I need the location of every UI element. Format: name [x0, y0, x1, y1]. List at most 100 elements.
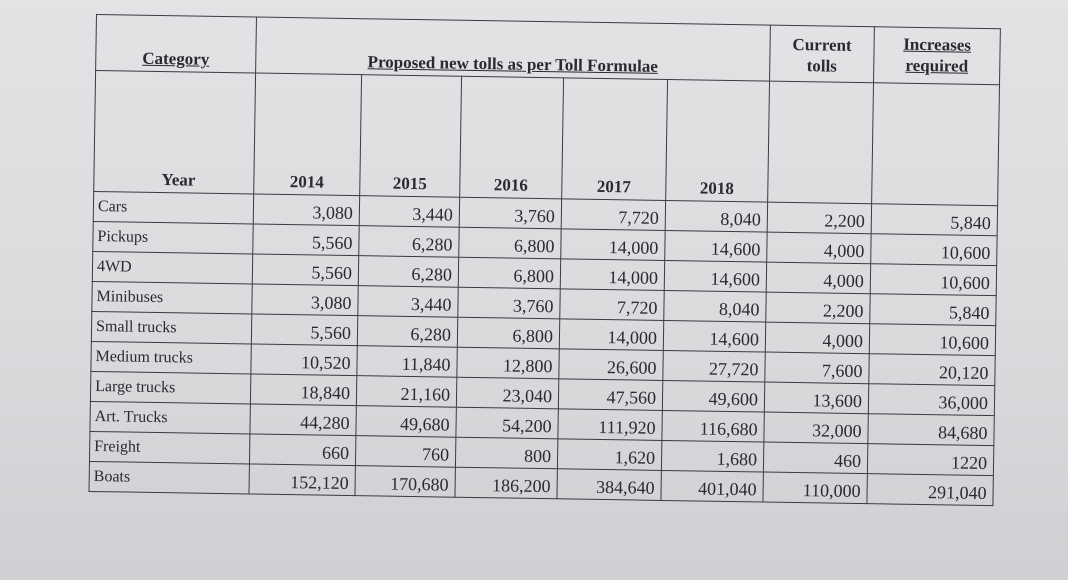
category-cell: Minibuses: [91, 281, 253, 314]
toll-cell-value: 44,280: [299, 412, 350, 434]
toll-cell: 1,620: [557, 438, 662, 471]
category-cell: Medium trucks: [90, 341, 252, 374]
toll-cell-value: 10,520: [300, 352, 351, 374]
current-tolls-header-line1: Current: [792, 34, 852, 55]
toll-cell: 760: [355, 435, 456, 468]
increase-cell: 84,680: [867, 413, 995, 446]
toll-cell: 401,040: [660, 470, 764, 503]
increase-cell-value: 1220: [950, 452, 988, 474]
toll-cell-value: 6,280: [411, 263, 453, 285]
current-toll-cell: 4,000: [766, 262, 871, 294]
toll-cell: 6,800: [458, 227, 562, 259]
toll-cell-value: 3,760: [512, 295, 554, 317]
toll-cell: 8,040: [665, 200, 768, 233]
toll-cell: 6,800: [458, 257, 561, 289]
current-toll-cell: 2,200: [767, 202, 872, 234]
current-toll-cell: 460: [763, 442, 868, 474]
toll-cell-value: 54,200: [501, 415, 552, 437]
toll-cell: 3,080: [251, 283, 359, 316]
current-toll-cell: 7,600: [764, 352, 870, 384]
toll-cell-value: 3,440: [410, 293, 452, 315]
toll-cell: 3,760: [457, 287, 561, 319]
toll-cell: 44,280: [249, 403, 357, 436]
toll-cell-value: 6,280: [411, 233, 453, 255]
category-cell: Cars: [93, 191, 254, 224]
toll-cell: 186,200: [454, 467, 558, 499]
toll-cell: 5,560: [251, 313, 358, 346]
current-toll-cell-value: 4,000: [823, 270, 865, 292]
toll-cell-value: 6,280: [410, 323, 452, 345]
toll-cell-value: 3,440: [412, 203, 454, 225]
toll-cell: 27,720: [662, 350, 766, 383]
toll-cell-value: 3,760: [514, 205, 556, 227]
category-cell: Small trucks: [91, 311, 252, 344]
toll-cell: 18,840: [250, 373, 357, 406]
increase-cell: 10,600: [870, 233, 998, 266]
toll-cell-value: 5,560: [311, 232, 353, 254]
current-toll-cell: 4,000: [765, 322, 870, 354]
toll-cell: 170,680: [354, 465, 456, 498]
toll-cell: 10,520: [250, 343, 358, 376]
increase-cell-value: 20,120: [938, 362, 989, 384]
toll-cell: 6,280: [358, 225, 460, 258]
toll-cell: 14,600: [664, 230, 768, 263]
toll-cell: 152,120: [248, 463, 356, 496]
toll-cell: 54,200: [455, 407, 559, 439]
current-toll-cell: 4,000: [766, 232, 872, 264]
current-toll-cell-value: 32,000: [811, 420, 862, 442]
toll-cell-value: 6,800: [513, 265, 555, 287]
increase-cell-value: 291,040: [927, 482, 987, 504]
category-header: Category: [95, 14, 257, 74]
increase-cell-value: 10,600: [940, 272, 991, 294]
increases-header-line2: required: [905, 55, 969, 76]
toll-table: Category Proposed new tolls as per Toll …: [88, 14, 1001, 506]
toll-cell: 26,600: [558, 348, 664, 381]
toll-cell: 660: [249, 433, 356, 466]
category-cell: Freight: [89, 431, 250, 464]
toll-cell-value: 26,600: [606, 357, 657, 378]
toll-cell: 7,720: [559, 288, 665, 321]
toll-table-sheet: Category Proposed new tolls as per Toll …: [88, 14, 1001, 528]
toll-cell-value: 14,000: [607, 327, 658, 348]
increase-cell: 20,120: [868, 353, 996, 386]
year-2018: 2018: [665, 79, 770, 203]
year-label: Year: [93, 70, 256, 194]
toll-cell-value: 8,040: [720, 208, 762, 230]
toll-cell-value: 760: [421, 444, 450, 465]
increase-cell-value: 84,680: [937, 422, 988, 444]
toll-cell-value: 14,600: [710, 268, 761, 290]
increase-cell: 10,600: [870, 263, 997, 296]
toll-cell: 6,280: [357, 315, 458, 348]
toll-cell: 6,800: [457, 317, 560, 349]
year-row: Year 2014 2015 2016 2017 2018: [93, 70, 1000, 206]
toll-cell-value: 152,120: [290, 472, 349, 494]
current-toll-cell-value: 460: [833, 450, 862, 472]
current-toll-cell-value: 4,000: [823, 240, 865, 262]
increase-cell: 5,840: [869, 293, 997, 326]
increase-cell-value: 10,600: [940, 242, 991, 264]
toll-cell-value: 5,560: [310, 322, 352, 344]
toll-cell: 3,760: [459, 197, 562, 229]
toll-cell: 7,720: [561, 198, 666, 231]
toll-cell: 111,920: [557, 408, 663, 441]
category-cell: Pickups: [92, 221, 254, 254]
toll-cell-value: 49,600: [708, 388, 759, 410]
toll-cell-value: 3,080: [310, 292, 352, 314]
current-toll-cell: 13,600: [764, 382, 869, 414]
toll-cell-value: 14,600: [709, 328, 760, 350]
toll-cell: 12,800: [456, 347, 560, 379]
toll-cell-value: 14,000: [608, 237, 659, 258]
toll-cell-value: 27,720: [708, 358, 759, 380]
toll-cell: 49,600: [662, 380, 765, 413]
toll-cell-value: 1,680: [716, 448, 758, 470]
year-2016: 2016: [459, 76, 564, 199]
current-toll-cell-value: 2,200: [822, 300, 864, 322]
increase-cell: 36,000: [868, 383, 995, 416]
toll-cell: 3,080: [253, 193, 360, 226]
toll-cell: 49,680: [355, 405, 457, 438]
toll-cell-value: 186,200: [491, 475, 551, 497]
toll-cell: 21,160: [356, 375, 457, 408]
toll-cell: 8,040: [663, 290, 767, 323]
toll-cell-value: 1,620: [614, 447, 656, 468]
